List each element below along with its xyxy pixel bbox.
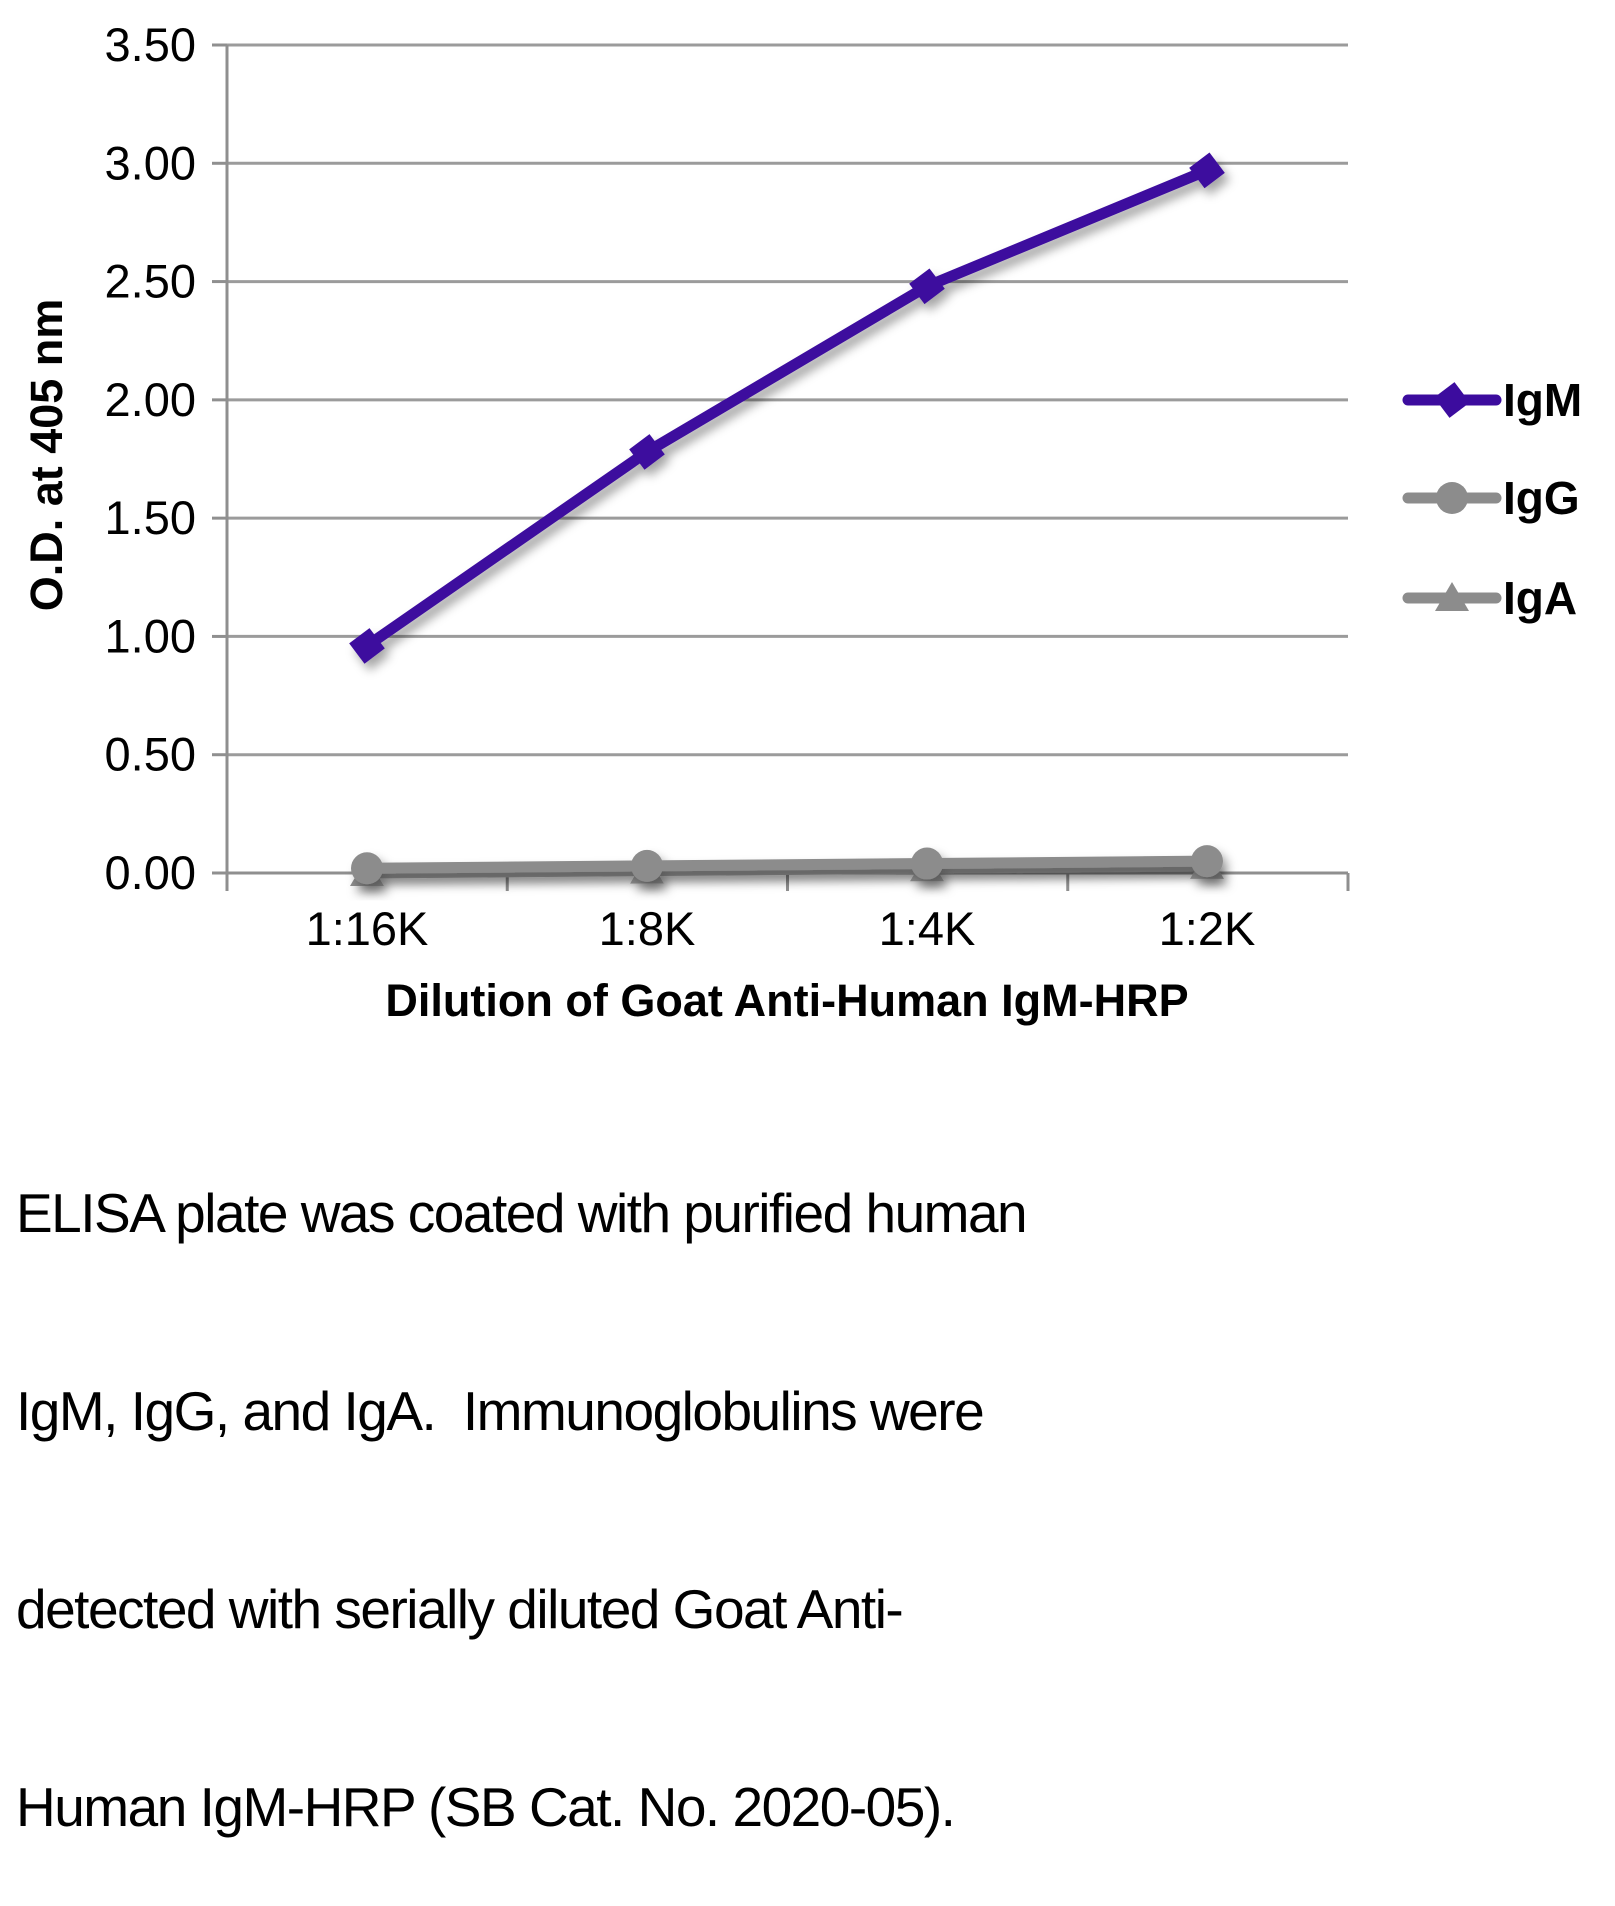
y-tick-label: 3.50 <box>105 18 196 71</box>
marker-IgG-1:4K <box>911 847 943 880</box>
legend-label-IgA: IgA <box>1503 572 1577 624</box>
y-tick-label: 1.50 <box>105 491 196 544</box>
caption-line: ELISA plate was coated with purified hum… <box>16 1182 1028 1244</box>
x-tick-label: 1:2K <box>1159 902 1256 955</box>
legend-item-IgG: IgG <box>1402 472 1580 524</box>
legend-marker-IgM <box>1434 382 1470 418</box>
gridlines <box>227 43 1348 875</box>
y-axis-tick-labels: 0.00 0.50 1.00 1.50 2.00 2.50 3.00 3.50 <box>105 18 196 899</box>
plot-series <box>349 152 1225 886</box>
marker-IgG-1:16K <box>351 852 383 885</box>
marker-IgG-1:8K <box>631 849 663 882</box>
y-axis-title: O.D. at 405 nm <box>21 299 72 612</box>
marker-IgG-1:2K <box>1191 845 1223 878</box>
y-tick-label: 2.00 <box>105 373 196 426</box>
y-tick-label: 3.00 <box>105 136 196 189</box>
marker-IgM-1:2K <box>1189 152 1225 189</box>
axes <box>212 43 1350 891</box>
series-line-IgG <box>361 855 1213 874</box>
x-tick-label: 1:8K <box>599 902 696 955</box>
legend-item-IgM: IgM <box>1402 374 1582 426</box>
caption-line: Human IgM-HRP (SB Cat. No. 2020-05). <box>16 1776 956 1838</box>
elisa-line-chart: 0.000.501.001.502.002.503.003.50 1:16K 1:… <box>21 18 1582 1026</box>
legend-marker-IgG <box>1436 482 1468 514</box>
y-tick-label: 2.50 <box>105 255 196 308</box>
marker-IgM-1:16K <box>349 628 385 664</box>
x-tick-label: 1:16K <box>306 902 429 955</box>
marker-IgM-1:4K <box>909 268 945 305</box>
caption-line: detected with serially diluted Goat Anti… <box>16 1578 904 1640</box>
legend-label-IgM: IgM <box>1503 374 1582 426</box>
x-axis-title: Dilution of Goat Anti-Human IgM-HRP <box>385 975 1188 1026</box>
legend: IgM IgG IgA <box>1402 374 1582 624</box>
x-axis-tick-labels: 1:16K 1:8K 1:4K 1:2K <box>306 902 1256 955</box>
legend-label-IgG: IgG <box>1503 472 1580 524</box>
elisa-chart-figure: 0.00 0.50 1.00 1.50 2.00 2.50 3.00 3.50 1:16K 1:… <box>21 18 1582 1026</box>
series-line-IgM <box>361 164 1213 652</box>
y-tick-label: 0.00 <box>105 846 196 899</box>
marker-IgM-1:8K <box>629 434 665 470</box>
series-IgG <box>351 845 1223 885</box>
y-tick-label: 1.00 <box>105 609 196 662</box>
legend-marker-IgA <box>1435 582 1469 611</box>
y-tick-label: 0.50 <box>105 728 196 781</box>
series-IgM <box>349 152 1225 664</box>
x-tick-label: 1:4K <box>879 902 976 955</box>
figure-caption: ELISA plate was coated with purified hum… <box>16 1048 1028 1906</box>
caption-line: IgM, IgG, and IgA. Immunoglobulins were <box>16 1380 985 1442</box>
legend-item-IgA: IgA <box>1402 572 1577 624</box>
